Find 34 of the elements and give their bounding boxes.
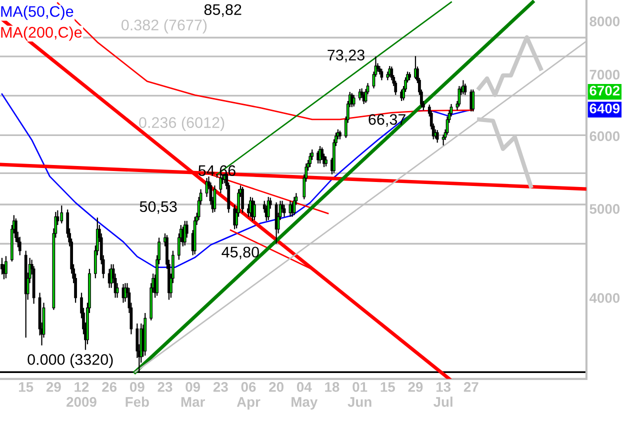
- ref-line-label: 0.000 (3320): [28, 354, 113, 368]
- x-tick-label: 26: [102, 382, 117, 392]
- annotation: 73,23: [328, 50, 364, 62]
- x-tick-label: 12 2009: [66, 382, 96, 407]
- y-tick-label: 5000: [590, 204, 620, 214]
- x-tick-label: 15: [380, 382, 395, 392]
- x-tick-label: 15: [18, 382, 34, 392]
- x-tick-label: 04 May: [292, 382, 318, 410]
- y-tick-label: 4000: [589, 293, 620, 303]
- x-tick-label: 29: [408, 382, 423, 392]
- y-tick-label: 6000: [590, 131, 620, 142]
- annotation: 54,66: [198, 165, 236, 178]
- x-tick-label: 18: [325, 382, 340, 392]
- annotation: 45,80: [222, 246, 259, 260]
- annotation: 85,82: [204, 4, 242, 17]
- x-tick-label: 20: [269, 382, 284, 392]
- ref-line-label: 0.236 (6012): [139, 116, 224, 131]
- x-tick-label: 09 Feb: [126, 382, 149, 407]
- x-tick-label: 06 Apr: [236, 382, 260, 410]
- text: MA(50,C)e: [1, 6, 74, 20]
- x-tick-label: 27: [464, 382, 478, 392]
- x-tick-label: 13 Jul: [433, 382, 452, 407]
- y-tick-label: 7000: [590, 70, 620, 80]
- x-tick-label: 23: [213, 382, 228, 392]
- annotation: 6409: [590, 104, 620, 114]
- annotation: 6702: [590, 86, 620, 96]
- x-tick-label: 01 Jun: [348, 382, 372, 407]
- x-tick-label: 09 Mar: [181, 382, 205, 407]
- x-tick-label: 29: [46, 382, 61, 392]
- x-tick-label: 23: [158, 382, 172, 392]
- y-tick-label: 8000: [590, 16, 620, 26]
- ref-line-label: 0.382 (7677): [121, 19, 207, 34]
- annotation: 50,53: [140, 201, 177, 214]
- series-label: MA(200,C)e: [1, 26, 82, 41]
